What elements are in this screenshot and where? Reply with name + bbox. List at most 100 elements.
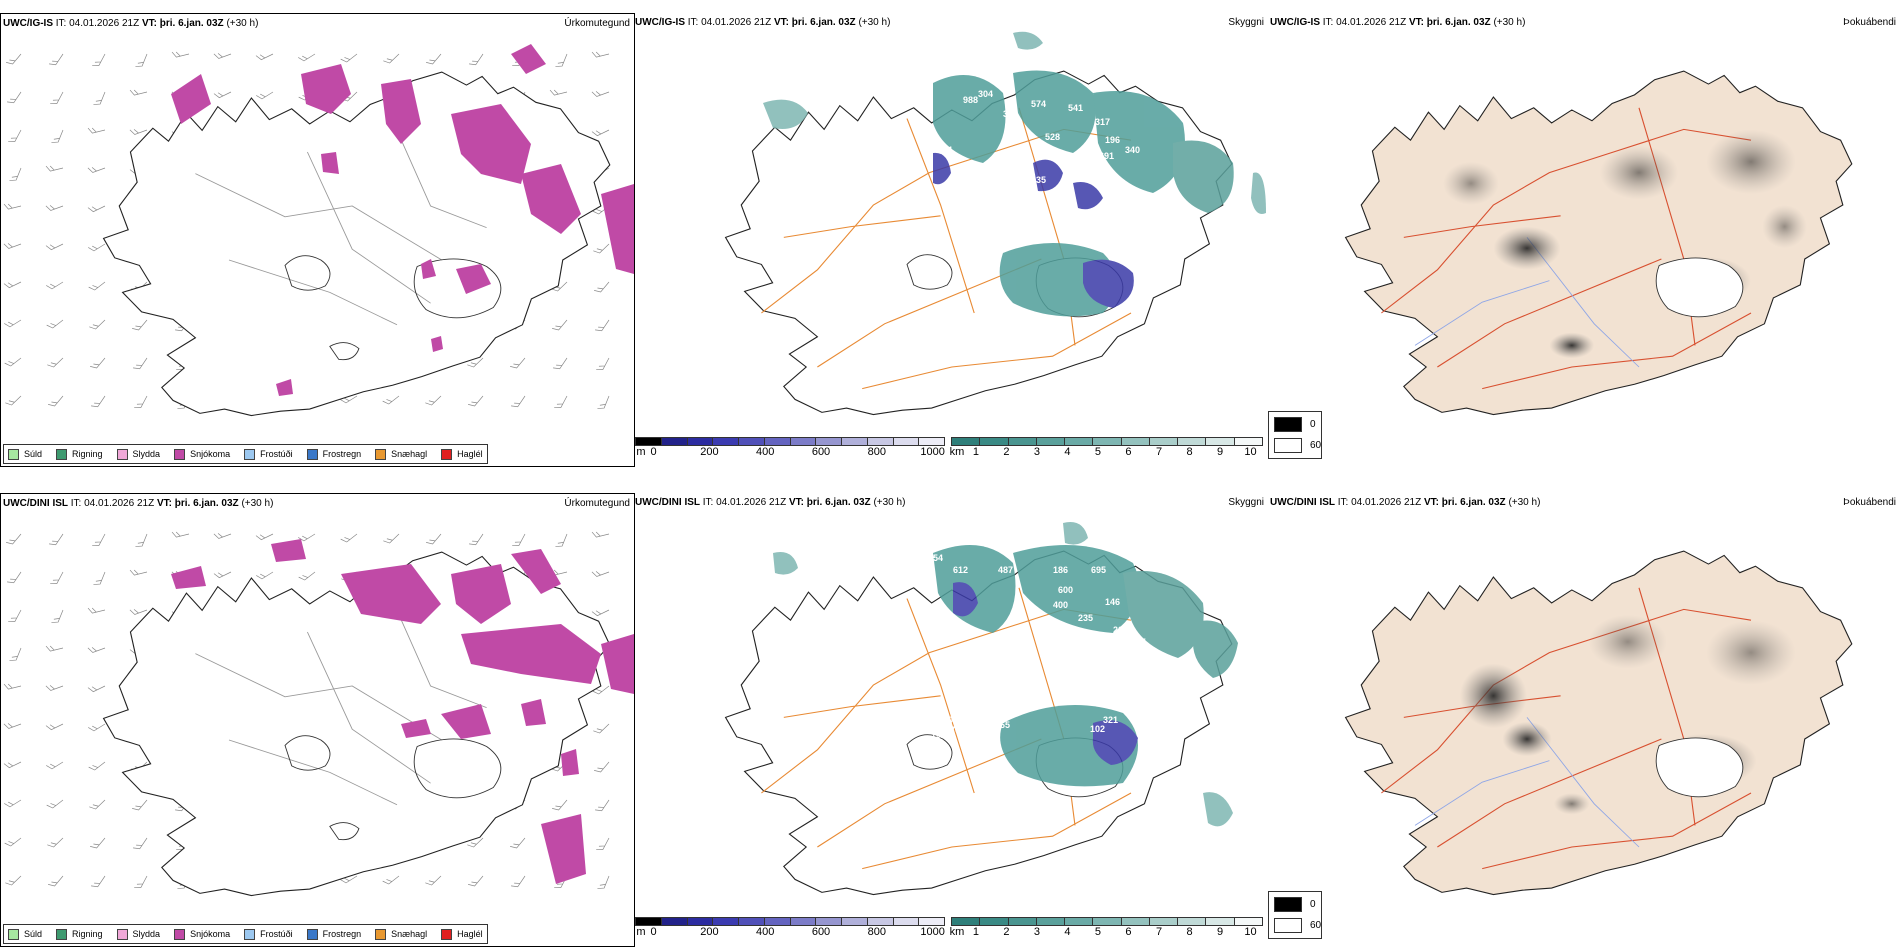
cloud-base-label: 183 [993,215,1008,225]
scale-bin [790,438,817,445]
wind-barb [46,761,64,770]
cloud-base-label: 612 [953,565,968,575]
legend-label: Rigning [72,449,103,459]
low-visibility-areas [773,522,1238,827]
wind-barb [45,685,64,691]
scale-tick-label: 9 [1216,926,1224,938]
wind-barb [510,837,526,849]
cloud-base-label: 276 [945,725,960,735]
wind-barb [552,319,568,331]
wind-barb [45,165,64,172]
legend-label: Haglél [457,929,483,939]
scale-tick-label: 6 [1125,446,1132,458]
scale-bin [816,918,842,925]
wind-barb [597,395,610,409]
cloud-base-label: 198 [955,213,970,223]
model-name: UWC/IG-IS [1270,17,1320,28]
scale-bin [867,438,894,445]
scale-bin [687,438,714,445]
cloud-base-label: 165 [995,720,1010,730]
wind-barb [3,243,22,249]
cloud-base-label: 317 [1095,117,1110,127]
legend-label: Frostregn [322,929,362,939]
cloud-base-label: 20 [943,715,953,725]
valid-time: VT: þri. 6.jan. 03Z [141,18,224,29]
scale-bin [1149,438,1179,445]
wind-barb [3,683,22,690]
wind-barb [510,357,526,369]
wind-barb [468,875,484,887]
scale-bin [867,918,894,925]
wind-barb [469,533,484,546]
row2-fog-panel: UWC/DINI ISL IT: 04.01.2026 21Z VT: þri.… [1268,493,1900,945]
legend-label: 0 [1310,419,1316,430]
row1-visibility-header: UWC/IG-IS IT: 04.01.2026 21Z VT: þri. 6.… [635,17,1264,29]
scale-bin [842,918,868,925]
scale-tick-label: 1000 [920,926,945,938]
wind-barb [9,647,22,661]
wind-barb [49,533,64,546]
scale-unit: m [636,926,646,938]
scale-bin [713,918,739,925]
scale-bin [739,438,765,445]
wind-barb [591,531,610,538]
legend-label: Slydda [132,449,161,459]
wind-barb [555,53,568,67]
snow-areas [171,539,634,884]
scale-bin [952,438,981,445]
wind-barb [3,281,22,289]
scale-bin [764,918,791,925]
wind-barb [255,53,274,61]
scale-bin [790,918,817,925]
wind-barb [132,799,148,811]
scale-bin [893,438,920,445]
wind-barb [9,167,22,181]
wind-barb [129,569,148,576]
legend-label: Súld [24,449,43,459]
precip-legend-item: Haglél [441,928,483,940]
legend-swatch [244,448,256,460]
scale-tick-label: 3 [1033,446,1041,458]
wind-barb [129,609,148,615]
scale-bin [687,918,714,925]
row1-visibility-panel: UWC/IG-IS IT: 04.01.2026 21Z VT: þri. 6.… [633,13,1268,465]
row1-precip-header: UWC/IG-IS IT: 04.01.2026 21Z VT: þri. 6.… [3,18,630,30]
wind-barb [426,533,442,545]
wind-barb [383,53,400,64]
scale-unit: m [636,446,646,458]
wind-barb [88,761,106,771]
row2-visibility-header: UWC/DINI ISL IT: 04.01.2026 21Z VT: þri.… [635,497,1264,509]
init-time: IT: 04.01.2026 21Z [1322,17,1407,28]
scale-bin [816,438,842,445]
wind-barb [555,533,568,547]
scale-bin [980,438,1009,445]
wind-barb [134,875,148,888]
panel-title: Skyggni [1228,17,1264,28]
wind-barb [3,203,22,210]
wind-barb [213,91,232,99]
wind-barb [88,723,106,732]
wind-barb [51,129,64,143]
scale-bin [1008,918,1037,925]
wind-barb [382,875,400,885]
scale-bin [980,918,1009,925]
legend-swatch [306,928,318,940]
wind-barb [467,837,484,848]
wind-barb [134,395,148,408]
wind-barb [591,571,610,577]
wind-barb [512,533,526,546]
legend-swatch [1274,897,1302,912]
model-name: UWC/DINI ISL [1270,497,1335,508]
wind-barb [45,645,64,652]
cloud-base-label: 192 [931,730,946,740]
scale-bin [1234,918,1262,925]
wind-barb [88,281,106,291]
wind-barb [591,609,610,617]
wind-barb [298,533,316,542]
wind-barb [7,91,22,104]
wind-barb [133,357,148,370]
row2-fog-header: UWC/DINI ISL IT: 04.01.2026 21Z VT: þri.… [1270,497,1896,509]
wind-barb [340,53,358,63]
wind-barb [6,533,22,545]
